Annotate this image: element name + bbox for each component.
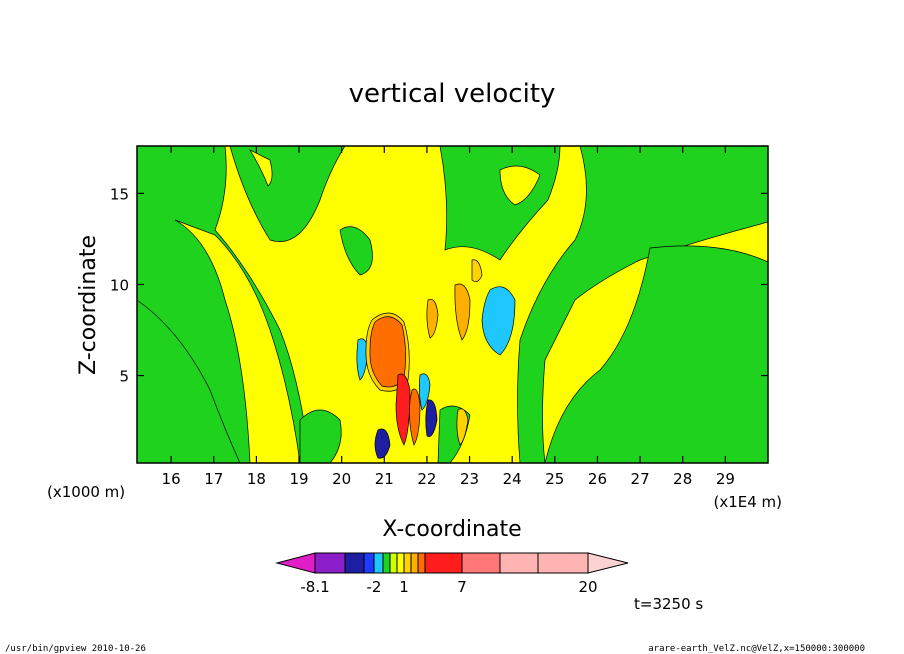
x-tick-label: 24 <box>503 470 522 488</box>
x-unit-left: (x1000 m) <box>47 483 125 501</box>
y-axis: 5 10 15 <box>110 185 768 386</box>
y-tick-label: 5 <box>119 368 129 386</box>
colorbar-label: 1 <box>399 578 409 596</box>
colorbar-label: 20 <box>578 578 597 596</box>
colorbar-low-triangle <box>275 552 316 574</box>
colorbar-swatch <box>537 552 589 574</box>
colorbar-swatch <box>499 552 539 574</box>
time-label: t=3250 s <box>634 595 703 613</box>
footer-right: arare-earth_VelZ.nc@VelZ,x=150000:300000 <box>648 644 865 654</box>
colorbar-swatch <box>410 552 419 574</box>
y-tick-label: 10 <box>110 276 129 294</box>
colorbar-swatch <box>417 552 426 574</box>
x-axis: 16 17 18 19 20 21 22 23 24 25 26 27 28 29 <box>162 146 735 488</box>
x-tick-label: 18 <box>247 470 266 488</box>
colorbar-label: -8.1 <box>300 578 329 596</box>
x-tick-label: 21 <box>375 470 394 488</box>
x-tick-label: 25 <box>545 470 564 488</box>
colorbar-label: -2 <box>367 578 382 596</box>
y-axis-label: Z-coordinate <box>76 235 101 375</box>
x-axis-label: X-coordinate <box>382 517 521 542</box>
x-tick-label: 29 <box>716 470 735 488</box>
plot-frame <box>136 145 769 464</box>
x-tick-label: 23 <box>460 470 479 488</box>
colorbar-swatch <box>396 552 405 574</box>
colorbar-swatch <box>344 552 365 574</box>
x-tick-label: 20 <box>332 470 351 488</box>
colorbar-swatch <box>389 552 398 574</box>
x-unit-right: (x1E4 m) <box>713 493 782 511</box>
footer-left: /usr/bin/gpview 2010-10-26 <box>5 644 146 654</box>
colorbar-high-triangle <box>587 552 629 574</box>
x-tick-label: 17 <box>204 470 223 488</box>
chart-title: vertical velocity <box>349 79 556 109</box>
x-tick-label: 27 <box>631 470 650 488</box>
x-tick-label: 19 <box>289 470 308 488</box>
x-tick-label: 28 <box>673 470 692 488</box>
colorbar-swatch <box>382 552 391 574</box>
colorbar-swatch <box>314 552 346 574</box>
colorbar-swatch <box>424 552 463 574</box>
x-tick-label: 22 <box>417 470 436 488</box>
x-tick-label: 26 <box>588 470 607 488</box>
y-tick-label: 15 <box>110 185 129 203</box>
colorbar-swatch <box>461 552 501 574</box>
x-tick-label: 16 <box>162 470 181 488</box>
contour-field <box>137 146 768 463</box>
colorbar: -8.1 -2 1 7 20 <box>275 552 629 596</box>
colorbar-swatch <box>373 552 384 574</box>
colorbar-swatch <box>363 552 375 574</box>
colorbar-swatch <box>403 552 412 574</box>
colorbar-label: 7 <box>457 578 467 596</box>
